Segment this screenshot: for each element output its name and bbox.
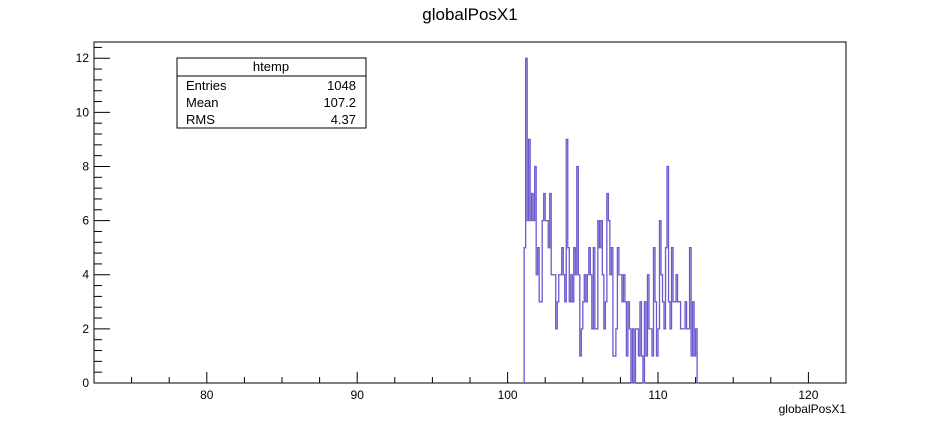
x-tick-label: 80 <box>200 388 214 402</box>
histogram-bin <box>556 329 558 383</box>
histogram-bin <box>646 356 648 383</box>
stats-entries-label: Entries <box>186 78 227 93</box>
histogram-bin <box>544 194 546 383</box>
histogram-bin <box>649 329 651 383</box>
y-tick-label: 4 <box>82 268 89 282</box>
histogram-bin <box>553 275 555 383</box>
histogram-bin <box>592 329 594 383</box>
stats-box-title: htemp <box>253 59 289 74</box>
histogram-bin <box>551 275 553 383</box>
stats-entries-value: 1048 <box>327 78 356 93</box>
histogram-bin <box>572 302 574 383</box>
histogram-bin <box>691 356 693 383</box>
histogram-bin <box>569 302 571 383</box>
stats-mean-label: Mean <box>186 95 219 110</box>
histogram-bin <box>545 221 547 383</box>
histogram-bin <box>599 248 601 383</box>
histogram-bin <box>530 221 532 383</box>
x-axis: 80 90 100 110 120 <box>93 372 847 402</box>
histogram-bin <box>560 275 562 383</box>
x-tick-label: 90 <box>351 388 365 402</box>
x-tick-label: 120 <box>798 388 818 402</box>
histogram-bin <box>675 302 677 383</box>
histogram-bin <box>681 329 683 383</box>
histogram-bin <box>664 329 666 383</box>
histogram-bin <box>533 221 535 383</box>
stats-mean-value: 107.2 <box>323 95 356 110</box>
histogram-bin <box>548 248 550 383</box>
y-tick-label: 8 <box>82 159 89 173</box>
histogram-bin <box>586 302 588 383</box>
histogram-bin <box>596 329 598 383</box>
histogram-bin <box>673 302 675 383</box>
histogram-bin <box>539 302 541 383</box>
histogram-bin <box>622 302 624 383</box>
x-axis-label: globalPosX1 <box>779 402 847 416</box>
histogram-bin <box>638 356 640 383</box>
stats-box: htemp Entries 1048 Mean 107.2 RMS 4.37 <box>176 57 367 129</box>
histogram-bin <box>614 356 616 383</box>
y-tick-label: 10 <box>76 105 90 119</box>
histogram-bin <box>580 356 582 383</box>
x-tick-label: 100 <box>498 388 518 402</box>
y-tick-label: 12 <box>76 51 90 65</box>
stats-rms-label: RMS <box>186 112 215 127</box>
histogram-bin <box>610 275 612 383</box>
histogram-bin <box>688 329 690 383</box>
histogram-bin <box>682 329 684 383</box>
x-tick-label: 110 <box>648 388 667 402</box>
histogram-bin <box>619 275 621 383</box>
histogram-bin <box>532 194 534 383</box>
histogram-bin <box>565 302 567 383</box>
histogram-bin <box>626 356 628 383</box>
histogram-bin <box>613 356 615 383</box>
histogram-bin <box>670 329 672 383</box>
histogram-bin <box>678 302 680 383</box>
histogram-bin <box>536 275 538 383</box>
histogram-bin <box>652 356 654 383</box>
histogram-bin <box>604 329 606 383</box>
y-tick-label: 0 <box>82 376 89 390</box>
histogram-outline <box>523 57 699 384</box>
histogram-bin <box>575 275 577 383</box>
y-tick-label: 2 <box>82 322 89 336</box>
y-tick-label: 6 <box>82 214 89 228</box>
histogram-bin <box>595 329 597 383</box>
y-axis: 0 2 4 6 8 10 12 <box>76 46 110 390</box>
stats-rms-value: 4.37 <box>331 112 356 127</box>
histogram-bin <box>541 302 543 383</box>
histogram-bin <box>684 329 686 383</box>
chart-title: globalPosX1 <box>422 5 517 24</box>
histogram-bin <box>527 221 529 383</box>
histogram-bin <box>687 329 689 383</box>
